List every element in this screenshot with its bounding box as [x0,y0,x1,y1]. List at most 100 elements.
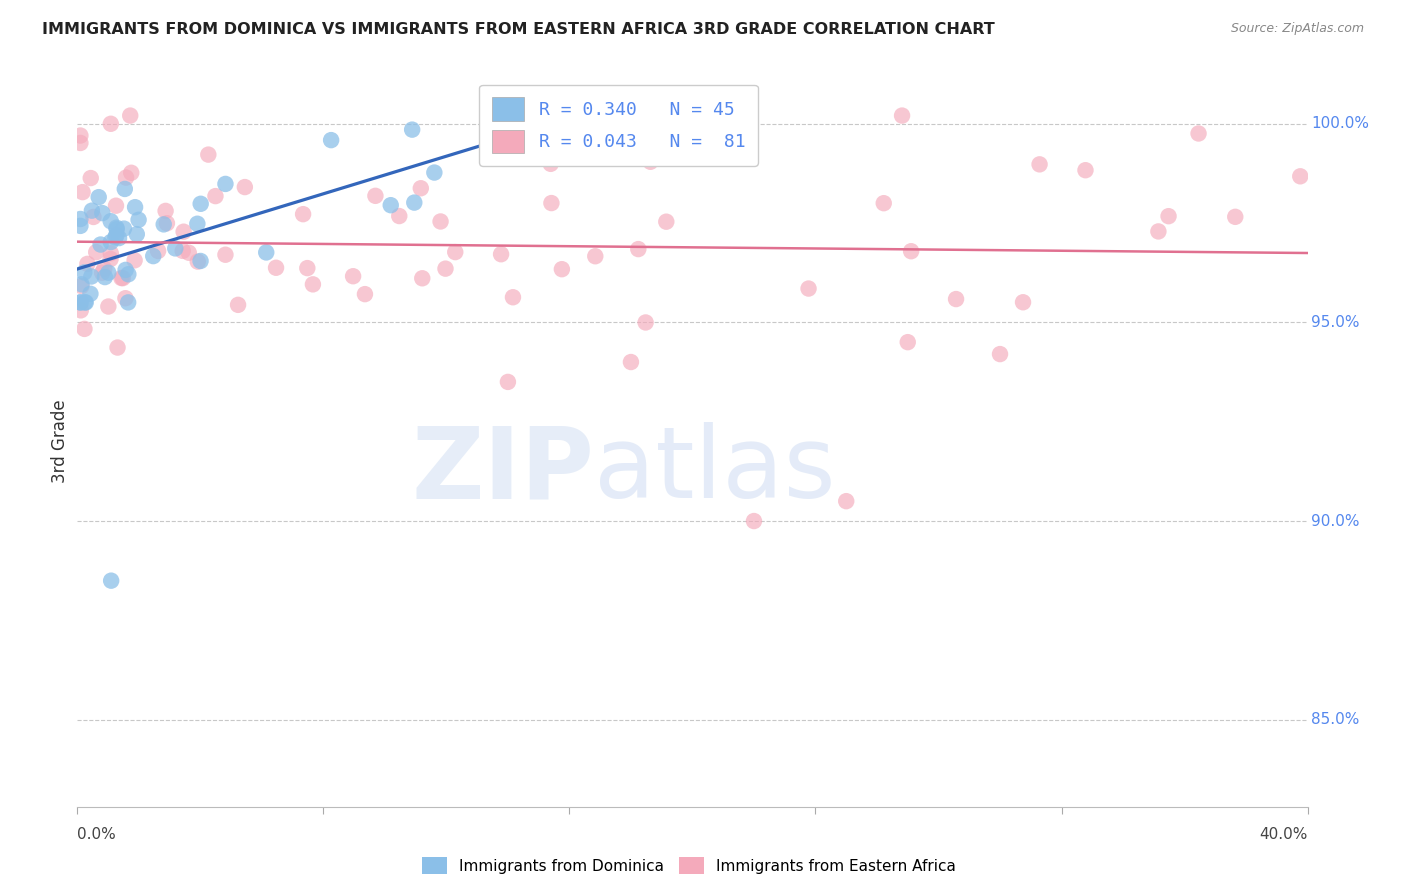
Point [496,375,519,389]
Point [97,266,120,280]
Point [69,128,91,143]
Point [364,189,387,203]
Point [69,295,91,310]
Point [233,180,256,194]
Point [423,165,446,179]
Point [945,292,967,306]
Point [156,216,179,230]
Point [100,117,122,131]
Point [80,269,103,284]
Point [73,322,96,336]
Point [620,355,643,369]
Point [152,218,174,232]
Point [104,230,127,244]
Point [105,228,128,243]
Y-axis label: 3rd Grade: 3rd Grade [51,400,69,483]
Point [87,190,110,204]
Point [214,248,236,262]
Text: 95.0%: 95.0% [1312,315,1360,330]
Point [124,200,146,214]
Point [72,185,94,199]
Point [187,254,209,268]
Point [105,222,128,236]
Point [73,265,96,279]
Point [108,231,131,245]
Point [142,249,165,263]
Point [75,295,97,310]
Point [172,244,194,258]
Point [1157,209,1180,223]
Point [165,241,187,255]
Point [84,245,107,260]
Point [190,254,212,268]
Point [91,206,114,220]
Point [900,244,922,259]
Point [79,286,101,301]
Point [115,170,138,185]
Point [155,203,177,218]
Point [988,347,1011,361]
Point [117,267,139,281]
Point [897,335,920,350]
Text: 85.0%: 85.0% [1312,713,1360,727]
Point [434,261,457,276]
Point [297,261,319,276]
Point [120,109,142,123]
Point [94,270,117,285]
Legend: Immigrants from Dominica, Immigrants from Eastern Africa: Immigrants from Dominica, Immigrants fro… [416,851,962,880]
Point [354,287,377,301]
Point [411,271,433,285]
Point [100,214,122,228]
Point [835,494,858,508]
Point [627,242,650,256]
Point [76,257,98,271]
Point [404,195,426,210]
Point [100,235,122,249]
Point [380,198,402,212]
Point [620,152,643,166]
Point [70,277,93,292]
Point [1147,224,1170,238]
Point [125,227,148,242]
Point [105,220,128,235]
Point [797,281,820,295]
Point [69,212,91,227]
Point [105,199,128,213]
Point [173,225,195,239]
Point [1225,210,1247,224]
Point [1289,169,1312,184]
Point [124,253,146,268]
Point [110,271,132,285]
Text: 40.0%: 40.0% [1260,827,1308,842]
Point [640,154,662,169]
Point [342,269,364,284]
Point [69,295,91,310]
Point [114,182,136,196]
Point [111,271,134,285]
Point [634,316,657,330]
Point [264,260,287,275]
Point [1012,295,1035,310]
Point [114,263,136,277]
Point [80,171,103,186]
Point [226,298,249,312]
Text: 100.0%: 100.0% [1312,116,1369,131]
Point [91,266,114,280]
Point [254,245,277,260]
Point [891,109,914,123]
Text: atlas: atlas [595,422,835,519]
Point [204,189,226,203]
Text: 90.0%: 90.0% [1312,514,1360,529]
Point [69,303,91,318]
Point [409,181,432,195]
Point [292,207,315,221]
Point [1074,163,1097,178]
Text: IMMIGRANTS FROM DOMINICA VS IMMIGRANTS FROM EASTERN AFRICA 3RD GRADE CORRELATION: IMMIGRANTS FROM DOMINICA VS IMMIGRANTS F… [42,22,995,37]
Point [82,210,104,224]
Point [302,277,325,292]
Point [1028,157,1050,171]
Point [197,147,219,161]
Point [112,221,135,235]
Point [114,291,136,305]
Point [90,237,112,252]
